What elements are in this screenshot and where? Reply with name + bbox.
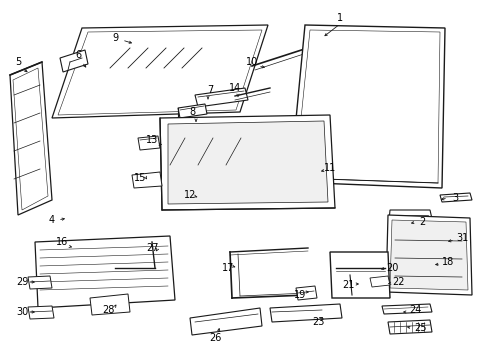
Text: 25: 25 — [414, 323, 426, 333]
Text: 10: 10 — [246, 57, 258, 67]
Text: 8: 8 — [189, 107, 195, 117]
Polygon shape — [13, 68, 48, 210]
Polygon shape — [178, 104, 207, 118]
Text: 7: 7 — [207, 85, 213, 95]
Polygon shape — [28, 276, 52, 289]
Text: 14: 14 — [229, 83, 241, 93]
Polygon shape — [290, 25, 445, 188]
Text: 18: 18 — [442, 257, 454, 267]
Polygon shape — [370, 276, 390, 287]
Text: 5: 5 — [15, 57, 21, 67]
Polygon shape — [28, 306, 54, 319]
Text: 21: 21 — [342, 280, 354, 290]
Text: 2: 2 — [419, 217, 425, 227]
Text: 22: 22 — [392, 277, 404, 287]
Polygon shape — [52, 25, 268, 118]
Polygon shape — [10, 62, 52, 215]
Polygon shape — [60, 50, 88, 72]
Polygon shape — [388, 210, 435, 232]
Text: 15: 15 — [134, 173, 146, 183]
Text: 19: 19 — [294, 290, 306, 300]
Polygon shape — [295, 30, 440, 183]
Text: 6: 6 — [75, 50, 81, 60]
Text: 9: 9 — [112, 33, 118, 43]
Polygon shape — [138, 136, 160, 150]
Text: 4: 4 — [49, 215, 55, 225]
Polygon shape — [330, 252, 390, 298]
Text: 29: 29 — [16, 277, 28, 287]
Text: 30: 30 — [16, 307, 28, 317]
Text: 3: 3 — [452, 193, 458, 203]
Polygon shape — [390, 220, 468, 290]
Text: 16: 16 — [56, 237, 68, 247]
Polygon shape — [168, 121, 328, 204]
Polygon shape — [386, 215, 472, 295]
Polygon shape — [296, 286, 317, 300]
Polygon shape — [90, 294, 130, 315]
Polygon shape — [382, 304, 432, 314]
Polygon shape — [132, 172, 162, 188]
Text: 26: 26 — [209, 333, 221, 343]
Text: 13: 13 — [146, 135, 158, 145]
Text: 31: 31 — [456, 233, 468, 243]
Text: 28: 28 — [102, 305, 114, 315]
Polygon shape — [160, 115, 335, 210]
Polygon shape — [440, 193, 472, 202]
Polygon shape — [58, 30, 262, 115]
Text: 23: 23 — [312, 317, 324, 327]
Text: 27: 27 — [146, 243, 158, 253]
Text: 17: 17 — [222, 263, 234, 273]
Polygon shape — [388, 320, 432, 334]
Polygon shape — [35, 236, 175, 308]
Polygon shape — [270, 304, 342, 322]
Text: 20: 20 — [386, 263, 398, 273]
Text: 11: 11 — [324, 163, 336, 173]
Text: 1: 1 — [337, 13, 343, 23]
Text: 12: 12 — [184, 190, 196, 200]
Polygon shape — [190, 308, 262, 335]
Text: 24: 24 — [409, 305, 421, 315]
Polygon shape — [195, 88, 248, 107]
